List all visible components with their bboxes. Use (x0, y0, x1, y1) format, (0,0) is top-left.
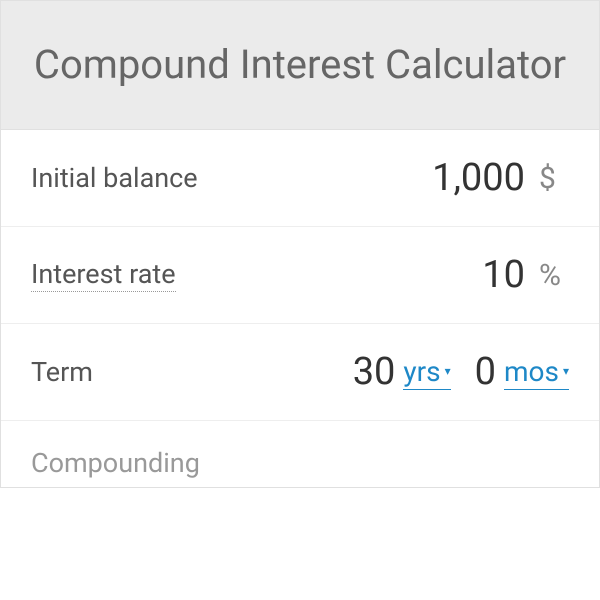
compounding-label: Compounding (31, 447, 200, 479)
chevron-down-icon: ▾ (563, 364, 569, 378)
compounding-row: Compounding (1, 421, 599, 487)
term-years-value[interactable]: 30 (353, 350, 396, 394)
term-months-group: 0 mos ▾ (475, 350, 569, 394)
interest-rate-row: Interest rate 10 % (1, 227, 599, 324)
calculator-widget: Compound Interest Calculator Initial bal… (0, 0, 600, 488)
initial-balance-value[interactable]: 1,000 (432, 156, 525, 200)
term-years-unit-label: yrs (403, 355, 440, 388)
interest-rate-unit: % (539, 258, 569, 293)
term-inputs: 30 yrs ▾ 0 mos ▾ (353, 350, 569, 394)
interest-rate-value[interactable]: 10 (482, 253, 525, 297)
initial-balance-row: Initial balance 1,000 $ (1, 130, 599, 227)
chevron-down-icon: ▾ (445, 364, 451, 378)
term-row: Term 30 yrs ▾ 0 mos ▾ (1, 324, 599, 421)
term-years-dropdown[interactable]: yrs ▾ (403, 355, 450, 390)
interest-rate-label[interactable]: Interest rate (31, 258, 176, 292)
calculator-header: Compound Interest Calculator (1, 1, 599, 130)
term-label: Term (31, 356, 93, 388)
term-months-unit-label: mos (504, 355, 559, 388)
term-months-dropdown[interactable]: mos ▾ (504, 355, 569, 390)
term-years-group: 30 yrs ▾ (353, 350, 451, 394)
calculator-title: Compound Interest Calculator (31, 39, 569, 91)
initial-balance-label: Initial balance (31, 162, 198, 194)
term-months-value[interactable]: 0 (475, 350, 496, 394)
initial-balance-unit: $ (539, 161, 569, 196)
